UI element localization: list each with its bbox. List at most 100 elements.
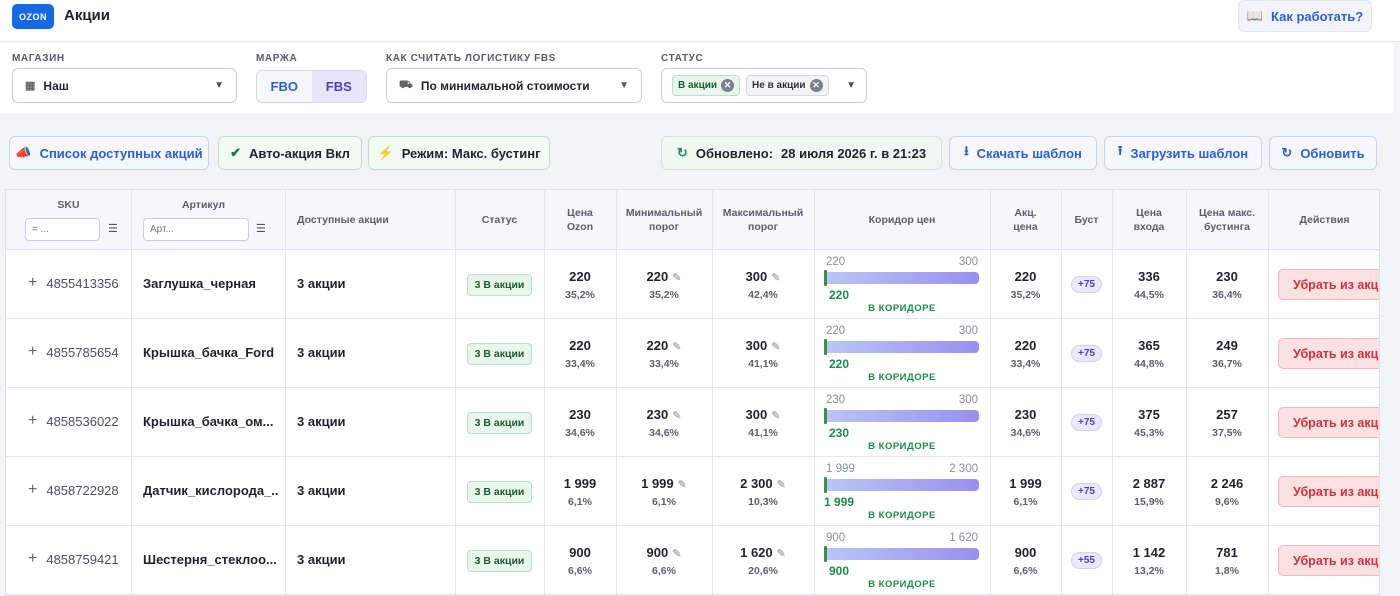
filter-icon[interactable]: ☰ [108,223,118,235]
remove-from-promo-button[interactable]: Убрать из акции [1278,269,1379,300]
min-value: 220 [646,337,669,353]
promo-price-cell: 220 33,4% [990,319,1061,388]
boost-cell: +75 [1061,457,1112,526]
corridor-max: 300 [958,394,978,406]
header-promo-price: Акц. цена [1013,206,1038,233]
max-boost-cell: 230 36,4% [1186,250,1268,319]
store-select[interactable]: ▦ Наш ▼ [12,68,237,103]
pencil-icon[interactable]: ✎ [776,547,786,560]
remove-from-promo-button[interactable]: Убрать из акции [1278,407,1379,438]
entry-value: 375 [1138,406,1160,422]
price-corridor: 900 1 620 900 В КОРИДОРЕ [814,526,990,595]
logistics-label: КАК СЧИТАТЬ ЛОГИСТИКУ FBS [386,53,556,64]
promos-value: 3 акции [297,552,346,567]
mode-button[interactable]: ⚡ Режим: Макс. бустинг [368,136,550,170]
price-value: 230 [569,406,591,422]
remove-from-promo-button[interactable]: Убрать из акции [1278,338,1379,369]
pencil-icon[interactable]: ✎ [672,340,682,353]
pencil-icon[interactable]: ✎ [771,409,781,422]
store-icon: ▦ [25,80,36,92]
min-pct: 35,2% [649,288,679,301]
promo-price-value: 900 [1014,544,1037,560]
remove-from-promo-button[interactable]: Убрать из акции [1278,476,1379,507]
pencil-icon[interactable]: ✎ [677,478,687,491]
how-it-works-button[interactable]: 📖 Как работать? [1238,0,1372,32]
status-cell: 3 В акции [455,319,544,388]
status-cell: 3 В акции [455,526,544,595]
remove-from-promo-button[interactable]: Убрать из акции [1278,545,1379,576]
expand-plus-icon[interactable]: + [28,550,38,567]
pencil-icon[interactable]: ✎ [672,271,682,284]
min-pct: 6,6% [652,564,676,577]
promos-value: 3 акции [297,414,346,429]
price-value: 900 [569,544,591,560]
promo-price-pct: 34,6% [1010,426,1041,439]
auto-promo-button[interactable]: ✔ Авто-акция Вкл [218,136,362,170]
promo-price-pct: 33,4% [1010,357,1041,370]
chip-label: Не в акции [752,80,806,91]
megaphone-icon: 📣 [15,145,32,160]
max-boost-cell: 257 37,5% [1186,388,1268,457]
promo-list-button[interactable]: 📣 Список доступных акций [9,136,209,170]
logistics-select[interactable]: ⛟ По минимальной стоимости ▼ [386,68,642,103]
entry-value: 336 [1138,268,1160,284]
expand-plus-icon[interactable]: + [28,343,38,360]
corridor-status: В КОРИДОРЕ [868,510,936,521]
close-icon[interactable]: ✕ [721,79,735,92]
upload-label: Загрузить шаблон [1130,145,1249,161]
table-row: + 4855413356 Заглушка_черная 3 акции 3 В… [6,250,1379,319]
pencil-icon[interactable]: ✎ [672,547,682,560]
close-icon[interactable]: ✕ [809,79,823,92]
expand-plus-icon[interactable]: + [28,412,38,429]
margin-fbs-option[interactable]: FBS [311,71,366,102]
status-chip-in-promo[interactable]: В акции ✕ [672,75,741,96]
entry-pct: 45,3% [1134,426,1164,439]
boost-cell: +75 [1061,250,1112,319]
promo-price-cell: 220 35,2% [990,250,1061,319]
expand-plus-icon[interactable]: + [28,481,38,498]
corridor-bar [824,272,979,284]
top-bar: OZON Акции 📖 Как работать? [0,0,1400,42]
article-filter-input[interactable] [143,218,249,241]
sku-value: 4855785654 [46,344,119,360]
price-cell: 220 33,4% [544,319,616,388]
filter-icon[interactable]: ☰ [256,223,266,235]
corridor-current: 230 [828,426,850,440]
min-cell: 220 ✎ 33,4% [616,319,712,388]
price-value: 220 [569,337,591,353]
entry-cell: 375 45,3% [1112,388,1186,457]
price-corridor: 220 300 220 В КОРИДОРЕ [814,319,990,388]
status-select[interactable]: В акции ✕ Не в акции ✕ ▼ [661,68,867,103]
status-badge[interactable]: 3 В акции [466,411,533,434]
margin-fbo-option[interactable]: FBO [257,71,312,102]
status-chip-not-in-promo[interactable]: Не в акции ✕ [746,75,829,96]
status-badge[interactable]: 3 В акции [466,549,533,572]
expand-plus-icon[interactable]: + [28,274,38,291]
sku-filter-input[interactable] [25,218,100,241]
how-it-works-label: Как работать? [1271,8,1364,24]
promo-price-cell: 230 34,6% [990,388,1061,457]
margin-toggle[interactable]: FBO FBS [256,70,367,103]
status-badge[interactable]: 3 В акции [466,342,533,365]
boost-cell: +55 [1061,526,1112,595]
pencil-icon[interactable]: ✎ [771,271,781,284]
table-header: SKU ☰ Артикул ☰ Доступные акции Статус Ц… [6,190,1379,250]
min-cell: 1 999 ✎ 6,1% [616,457,712,526]
pencil-icon[interactable]: ✎ [672,409,682,422]
download-template-button[interactable]: ⭳ Скачать шаблон [949,136,1097,170]
corridor-current: 900 [828,564,850,578]
status-badge[interactable]: 3 В акции [466,273,533,296]
corridor-max: 1 620 [949,532,978,544]
price-pct: 6,6% [568,564,592,577]
pencil-icon[interactable]: ✎ [776,478,786,491]
status-badge[interactable]: 3 В акции [466,480,533,503]
max-cell: 300 ✎ 41,1% [712,319,814,388]
max-pct: 42,4% [748,288,778,301]
max-boost-pct: 37,5% [1212,426,1242,439]
upload-template-button[interactable]: ⭱ Загрузить шаблон [1104,136,1262,170]
promos-value: 3 акции [297,483,346,498]
filters-panel: МАГАЗИН ▦ Наш ▼ МАРЖА FBO FBS КАК СЧИТАТ… [0,43,1394,113]
refresh-button[interactable]: ↻ Обновить [1269,136,1377,170]
pencil-icon[interactable]: ✎ [771,340,781,353]
max-value: 300 [745,406,768,422]
